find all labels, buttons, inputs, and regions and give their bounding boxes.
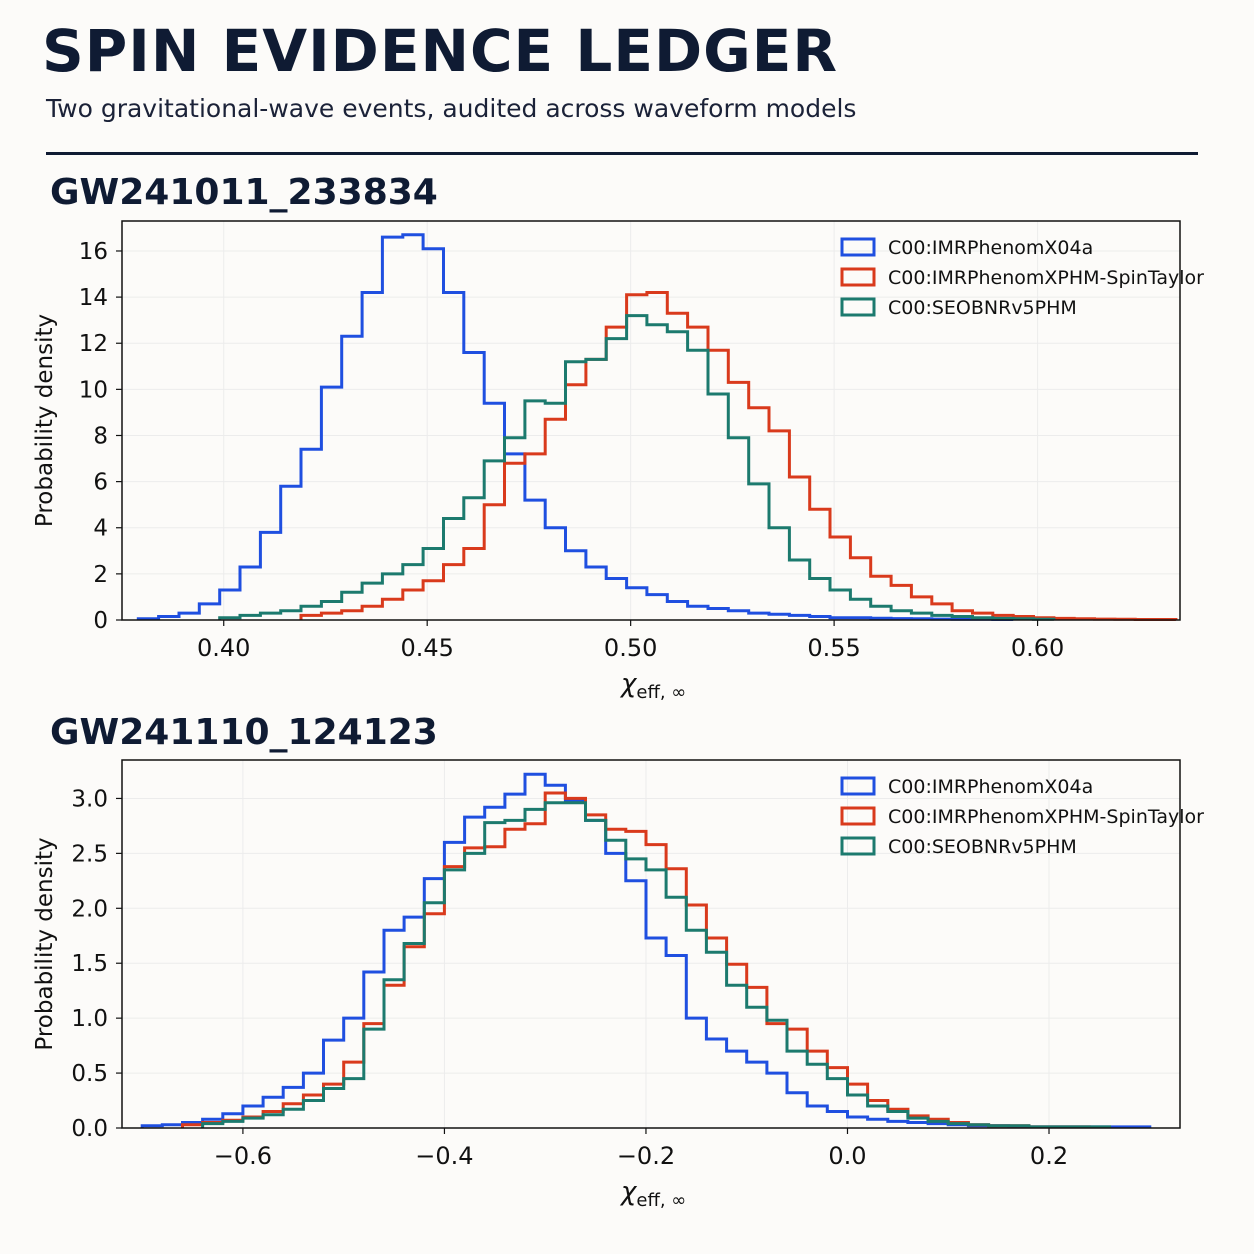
x-tick-label: 0.55 xyxy=(807,634,860,662)
legend-swatch xyxy=(840,267,876,287)
y-tick-label: 0.5 xyxy=(71,1061,108,1087)
x-tick-label: −0.6 xyxy=(214,1142,272,1170)
histogram-series-2 xyxy=(299,291,1178,621)
x-axis-label: χeff, ∞ xyxy=(619,1177,686,1211)
panel-title-event-1: GW241011_233834 xyxy=(50,172,438,213)
y-tick-label: 6 xyxy=(93,470,108,496)
legend-label: C00:IMRPhenomXPHM-SpinTaylor xyxy=(888,267,1204,289)
y-tick-label: 4 xyxy=(93,516,108,542)
header-divider xyxy=(46,152,1198,155)
x-tick-label: 0.0 xyxy=(828,1142,866,1170)
y-tick-label: 8 xyxy=(93,423,108,449)
x-tick-label: 0.45 xyxy=(400,634,453,662)
y-axis-label: Probability density xyxy=(32,837,58,1050)
y-tick-label: 2.5 xyxy=(71,841,108,867)
y-tick-label: 3.0 xyxy=(71,786,108,812)
histogram-series-3 xyxy=(218,314,1056,621)
x-axis-label-symbol: χ xyxy=(619,1177,638,1207)
y-tick-label: 1.5 xyxy=(71,951,108,977)
x-tick-label: 0.40 xyxy=(197,634,250,662)
y-tick-label: 2 xyxy=(93,562,108,588)
legend-label: C00:IMRPhenomX04a xyxy=(888,237,1093,259)
y-tick-label: 0 xyxy=(93,608,108,634)
histogram-series-3 xyxy=(201,801,1111,1129)
legend-swatch xyxy=(840,836,876,856)
legend-label: C00:SEOBNRv5PHM xyxy=(888,836,1077,858)
y-tick-label: 1.0 xyxy=(71,1006,108,1032)
x-tick-label: 0.60 xyxy=(1011,634,1064,662)
y-tick-label: 16 xyxy=(79,239,108,265)
x-tick-label: 0.2 xyxy=(1030,1142,1068,1170)
y-axis-label: Probability density xyxy=(32,314,58,527)
x-tick-label: 0.50 xyxy=(604,634,657,662)
x-tick-label: −0.4 xyxy=(415,1142,473,1170)
legend-label: C00:IMRPhenomXPHM-SpinTaylor xyxy=(888,806,1204,828)
x-axis-label-subscript: eff, ∞ xyxy=(636,682,686,700)
x-axis-label-symbol: χ xyxy=(619,669,638,699)
legend-swatch xyxy=(840,776,876,796)
page-subtitle: Two gravitational-wave events, audited a… xyxy=(46,94,857,123)
plot-frame xyxy=(121,220,1181,621)
y-tick-label: 12 xyxy=(79,331,108,357)
x-axis-label-subscript: eff, ∞ xyxy=(636,1190,686,1211)
panel-title-event-2: GW241110_124123 xyxy=(50,712,438,753)
y-tick-label: 10 xyxy=(79,377,108,403)
legend-swatch xyxy=(840,806,876,826)
legend-label: C00:SEOBNRv5PHM xyxy=(888,297,1077,319)
legend-label: C00:IMRPhenomX04a xyxy=(888,776,1093,798)
legend-swatch xyxy=(840,237,876,257)
y-tick-label: 0.0 xyxy=(71,1116,108,1142)
y-tick-label: 2.0 xyxy=(71,896,108,922)
plot-frame xyxy=(121,759,1181,1129)
page-title: SPIN EVIDENCE LEDGER xyxy=(42,17,838,85)
x-tick-label: −0.2 xyxy=(617,1142,675,1170)
x-axis-label: χeff, ∞ xyxy=(619,669,686,700)
chart-event-2: −0.6 −0.4 −0.2 0.0 0.2 0.0 0.5 1.0 1.5 2.0 2.5 3.0 χ… xyxy=(32,759,1204,1211)
histogram-series-1 xyxy=(136,233,1015,621)
chart-event-1: 0.40 0.45 0.50 0.55 0.60 0 2 4 6 8 10 12 14 16 χeff, ∞… xyxy=(32,220,1204,700)
legend-swatch xyxy=(840,297,876,317)
y-tick-label: 14 xyxy=(79,285,108,311)
